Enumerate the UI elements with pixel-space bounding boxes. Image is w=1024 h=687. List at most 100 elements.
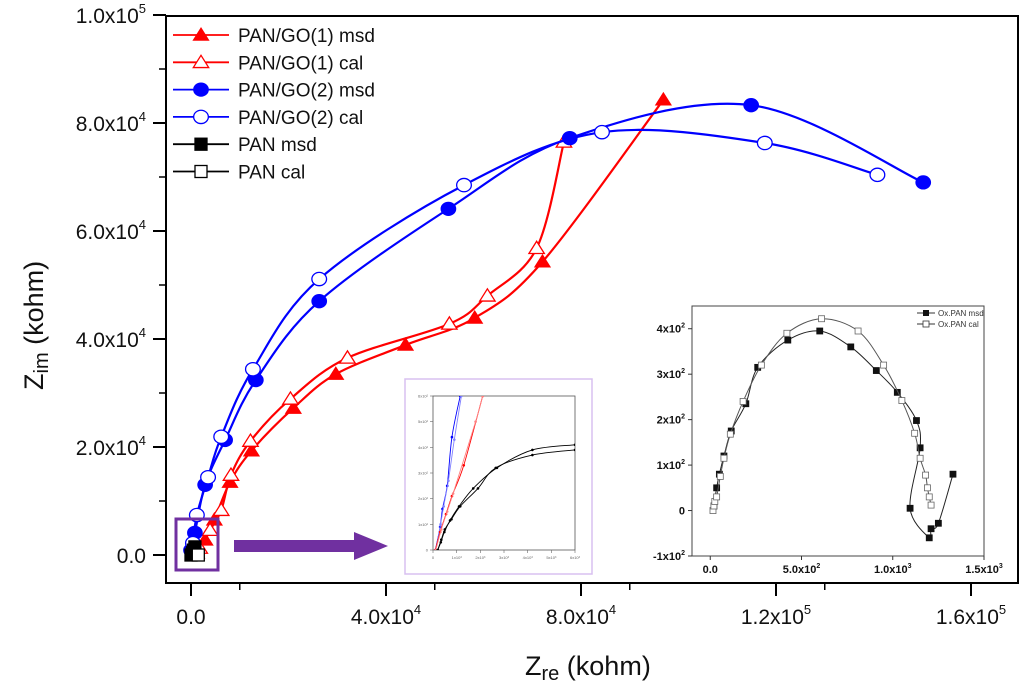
data-point — [466, 310, 484, 324]
y-tick-label: 6.0x104 — [76, 217, 146, 244]
plot-frame — [165, 15, 1019, 584]
zoom-data-point — [460, 396, 463, 398]
data-point — [201, 521, 219, 537]
data-point — [440, 315, 459, 330]
ox-legend-cal: Ox.PAN cal — [938, 320, 979, 329]
ox-data-point — [720, 454, 728, 462]
legend-item-pan-cal: PAN cal — [173, 163, 305, 184]
zoom-data-point — [448, 519, 452, 522]
zoom-x-tick-label: 4x10³ — [523, 555, 534, 560]
data-point — [284, 400, 302, 414]
ox-y-tick-label: 2x102 — [657, 414, 685, 427]
zoom-data-point — [481, 396, 484, 398]
zoom-series-pan-go-2-cal — [434, 396, 463, 550]
zoom-series-pan-go-1-cal — [434, 396, 484, 550]
zoom-y-tick-label: 4x10² — [418, 445, 429, 450]
ox-data-point — [927, 525, 935, 533]
ox-legend-msd: Ox.PAN msd — [938, 309, 984, 318]
y-axis-title: Zim (kohm) — [19, 261, 53, 390]
zoom-data-point — [495, 466, 499, 470]
ox-data-point — [726, 430, 734, 438]
data-point — [244, 361, 261, 377]
ox-data-point — [757, 361, 765, 369]
zoom-x-tick-label: 5x10³ — [546, 555, 557, 560]
data-point — [593, 124, 610, 140]
ox-data-point — [898, 397, 906, 404]
ox-data-point — [934, 519, 942, 527]
series-pan-cal — [191, 548, 205, 562]
ox-y-tick-label: 4x102 — [657, 323, 685, 336]
zoom-data-point — [453, 438, 456, 441]
zoom-data-point — [573, 443, 575, 447]
zoom-y-tick-label: 6x10² — [418, 394, 429, 399]
ox-data-point — [893, 388, 901, 396]
legend-marker — [192, 109, 209, 125]
zoom-series-line — [435, 396, 484, 550]
x-tick-label: 1.2x105 — [741, 602, 811, 629]
ox-data-point — [922, 471, 929, 479]
data-point — [440, 201, 457, 217]
zoom-data-point — [457, 505, 461, 508]
x-tick-label: 4.0x104 — [351, 602, 421, 629]
ox-pan-inset: 0.0 5.0x102 1.0x103 1.5x103 -1x102 0 1x102 2x10… — [653, 305, 1003, 576]
ox-data-point — [924, 484, 931, 492]
ox-inset-legend: Ox.PAN msd Ox.PAN cal — [917, 309, 984, 329]
ox-data-point — [847, 343, 855, 351]
x-tick-label: 1.6x105 — [936, 602, 1006, 629]
zoom-data-point — [436, 548, 440, 550]
y-tick-label: 1.0x105 — [76, 1, 146, 28]
legend-marker — [193, 82, 209, 97]
zoom-y-tick-label: 0 — [426, 548, 429, 553]
legend-item-pan-go-1-cal: PAN/GO(1) cal — [173, 53, 363, 74]
ox-data-point — [784, 336, 792, 344]
data-point — [241, 432, 260, 447]
zoom-y-tick-label: 1x10² — [418, 522, 429, 527]
legend-label: PAN cal — [238, 163, 305, 184]
zoom-data-point — [439, 523, 442, 526]
ox-data-point — [880, 361, 888, 369]
zoom-x-tick-label: 3x10³ — [499, 555, 510, 560]
ox-data-point — [925, 534, 933, 542]
data-point — [213, 429, 230, 445]
data-point — [281, 390, 300, 405]
zoom-data-point — [531, 448, 534, 452]
zoom-y-tick-label: 3x10² — [418, 471, 429, 476]
ox-data-point — [783, 329, 791, 337]
data-point — [743, 98, 759, 113]
data-point — [222, 466, 240, 481]
data-point — [242, 442, 261, 457]
data-point — [338, 349, 357, 364]
ox-y-tick-label: 1x102 — [657, 459, 685, 472]
y-tick-label: 2.0x104 — [76, 433, 146, 460]
x-tick-label: 0.0 — [176, 606, 205, 629]
zoom-x-tick-label: 1x10³ — [452, 555, 463, 560]
highlight-box — [174, 517, 220, 572]
data-point — [396, 337, 415, 351]
y-tick-label: 0.0 — [117, 545, 146, 568]
legend-item-pan-go-1-msd: PAN/GO(1) msd — [173, 26, 375, 47]
zoom-data-point — [462, 464, 466, 467]
zoom-data-point — [476, 487, 480, 490]
x-axis-title: Zre (kohm) — [525, 651, 651, 685]
zoom-data-point — [451, 492, 455, 495]
legend-item-pan-go-2-msd: PAN/GO(2) msd — [173, 81, 375, 102]
ox-series-ox-pan-cal — [709, 315, 935, 514]
zoom-x-tick-label: 2x10³ — [475, 555, 486, 560]
data-point — [311, 294, 328, 309]
ox-data-point — [927, 501, 935, 509]
ox-inset-frame — [691, 305, 985, 557]
ox-y-tick-label: 3x102 — [657, 368, 685, 381]
data-point — [478, 287, 497, 302]
zoom-series-pan-cal — [436, 443, 575, 550]
zoom-y-tick-label: 5x10² — [418, 419, 429, 424]
ox-data-point — [949, 470, 957, 478]
ox-x-tick-label: 0.0 — [703, 564, 718, 576]
ox-y-tick-label: 0 — [679, 506, 685, 518]
legend-marker — [194, 137, 208, 151]
zoom-data-point — [474, 420, 477, 423]
legend-marker — [192, 54, 210, 69]
ox-data-point — [816, 327, 824, 335]
data-point — [756, 135, 773, 151]
x-tick-label: 8.0x104 — [546, 602, 616, 629]
legend-label: PAN/GO(2) msd — [238, 81, 375, 102]
